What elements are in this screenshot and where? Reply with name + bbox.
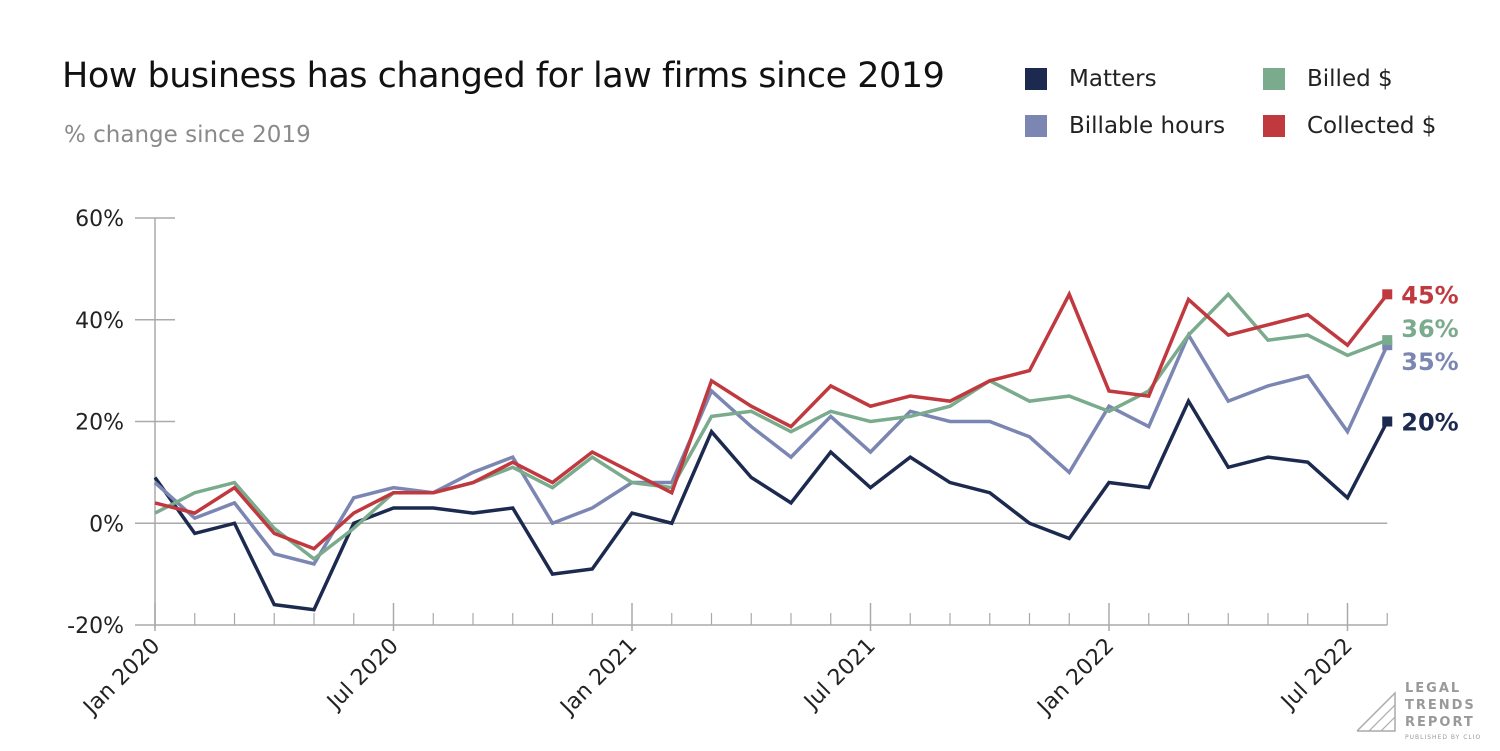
end-value-label: 45% [1401, 281, 1458, 309]
end-value-label: 36% [1401, 315, 1458, 343]
x-tick-label: Jul 2020 [321, 634, 403, 716]
legend-swatch [1025, 68, 1047, 90]
x-tick-label: Jul 2022 [1275, 634, 1357, 716]
legend-label: Collected $ [1307, 113, 1437, 139]
legend-item-billable-hours: Billable hours [1025, 113, 1225, 139]
y-tick-label: 40% [75, 309, 124, 334]
series-line-matters [153, 397, 1389, 612]
end-value-label: 20% [1401, 409, 1458, 437]
legal-trends-report-logo: LEGAL TRENDS REPORT PUBLISHED BY CLIO [1355, 680, 1495, 750]
end-value-label: 35% [1401, 348, 1458, 376]
legend-item-matters: Matters [1025, 66, 1157, 92]
x-tick-label: Jul 2021 [798, 634, 880, 716]
logo-mark-icon [1356, 691, 1396, 732]
legend-label: Matters [1069, 66, 1157, 92]
y-tick-label: -20% [67, 614, 124, 639]
end-marker [1382, 335, 1393, 346]
chart-title: How business has changed for law firms s… [62, 56, 945, 96]
y-tick-label: 60% [75, 207, 124, 232]
legend-swatch [1263, 68, 1285, 90]
logo-text: LEGAL TRENDS REPORT [1405, 681, 1476, 730]
x-tick-label: Jan 2021 [555, 634, 643, 722]
series-line-collected [154, 290, 1389, 551]
series-line-billable-hours [153, 331, 1389, 566]
logo-subtext: PUBLISHED BY CLIO [1405, 734, 1482, 741]
end-marker [1382, 416, 1393, 427]
y-tick-label: 0% [89, 512, 124, 537]
y-tick-label: 20% [75, 411, 124, 436]
legend-label: Billable hours [1069, 113, 1226, 139]
legend-label: Billed $ [1307, 66, 1393, 92]
legend-swatch [1263, 115, 1285, 137]
x-tick-label: Jan 2022 [1032, 634, 1120, 722]
legend-swatch [1025, 115, 1047, 137]
legend-item-billed: Billed $ [1263, 66, 1393, 92]
x-tick-label: Jan 2020 [78, 634, 166, 722]
chart-subtitle: % change since 2019 [64, 122, 311, 148]
legend-item-collected: Collected $ [1263, 113, 1436, 139]
end-marker [1382, 289, 1393, 300]
end-marker [1382, 340, 1393, 351]
series-line-billed [154, 291, 1388, 562]
